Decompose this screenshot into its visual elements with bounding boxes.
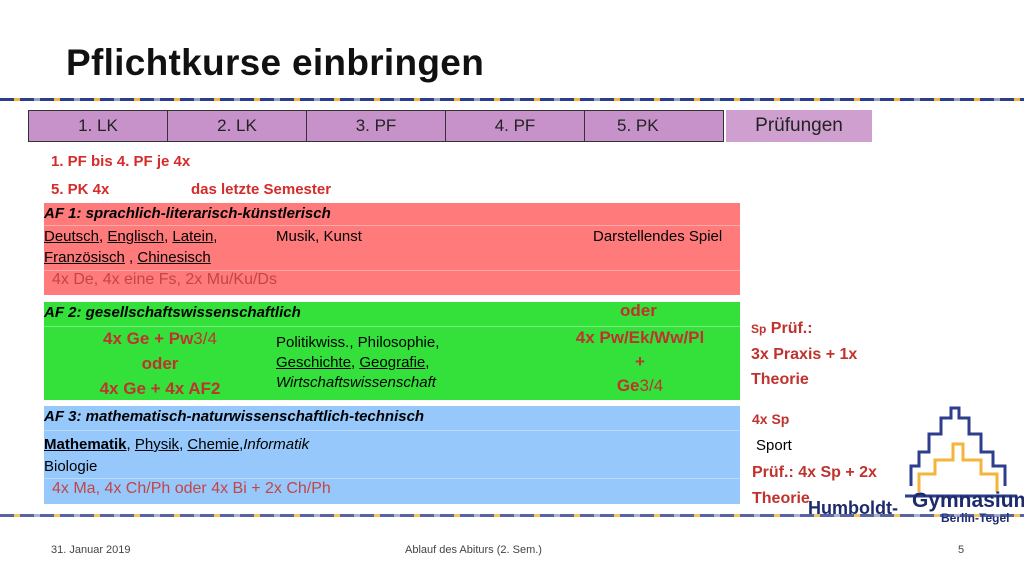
slide-title: Pflichtkurse einbringen [66,42,485,83]
header-cell-4: 4. PF [445,110,585,142]
af1-heading: AF 1: sprachlich-literarisch-künstlerisc… [44,205,331,222]
sport-label: Sport [756,437,792,454]
subject-informatik: Informatik [243,436,310,453]
af1-musik-kunst: Musik, Kunst [276,228,362,245]
af2-right-oder-top: oder [620,301,657,320]
header-cell-1: 1. LK [28,110,168,142]
footer-center: Ablauf des Abiturs (2. Sem.) [405,544,542,556]
af3-heading: AF 3: mathematisch-naturwissenschaftlich… [44,408,425,425]
subject-biologie: Biologie [44,458,98,475]
af1-languages-line1: Deutsch, Englisch, Latein, [44,228,218,245]
footer-divider [0,514,1024,517]
subject-latein: Latein [172,228,214,245]
subject-franzoesisch: Französisch [44,249,125,266]
header-cell-5: 5. PK [584,110,724,142]
pruefungen-cell: Prüfungen [726,110,872,142]
header-cell-2: 2. LK [167,110,307,142]
sport-4x: 4x Sp [752,411,790,427]
af1-box [44,203,740,295]
sport-pruefung-block-2: Prüf.: 4x Sp + 2x Theorie [752,464,877,507]
header-cell-3: 3. PF [306,110,446,142]
af3-subjects-line1: Mathematik, Physik, Chemie,Informatik [44,436,310,453]
rule-semester: das letzte Semester [191,181,332,198]
af3-box [44,406,740,504]
af3-summary: 4x Ma, 4x Ch/Ph oder 4x Bi + 2x Ch/Ph [52,480,331,497]
af1-darstellendes-spiel: Darstellendes Spiel [593,228,723,245]
af2-subjects: Politikwiss., Philosophie, Geschichte, G… [276,334,440,391]
rule-pf: 1. PF bis 4. PF je 4x [51,153,191,170]
footer-date: 31. Januar 2019 [51,544,131,556]
af2-heading: AF 2: gesellschaftswissenschaftlich [44,304,301,321]
sport-pruefung-block: Sp Prüf.: 3x Praxis + 1x Theorie [751,320,858,388]
rule-pk: 5. PK 4x [51,181,110,198]
af2-option-left: 4x Ge + Pw3/4 oder 4x Ge + 4x AF2 [99,329,221,398]
logo-word-humboldt: Humboldt- [808,498,898,518]
subject-chemie: Chemie [187,436,240,453]
subject-chinesisch: Chinesisch [137,249,211,266]
title-divider [0,98,1024,101]
subject-geschichte: Geschichte [276,354,352,371]
subject-mathematik: Mathematik [44,436,127,453]
subject-englisch: Englisch [107,228,165,245]
school-logo-icon [905,406,1017,498]
af2-box [44,302,740,400]
af1-languages-line2: Französisch , Chinesisch [44,249,211,266]
logo-word-gymnasium: Gymnasium [912,489,1024,512]
subject-deutsch: Deutsch [44,228,100,245]
subject-geografie: Geografie [359,354,426,371]
af1-summary: 4x De, 4x eine Fs, 2x Mu/Ku/Ds [52,271,277,288]
subject-physik: Physik [134,436,180,453]
af2-option-right: 4x Pw/Ek/Ww/Pl + Ge3/4 [575,328,705,395]
footer-page-number: 5 [958,544,965,556]
